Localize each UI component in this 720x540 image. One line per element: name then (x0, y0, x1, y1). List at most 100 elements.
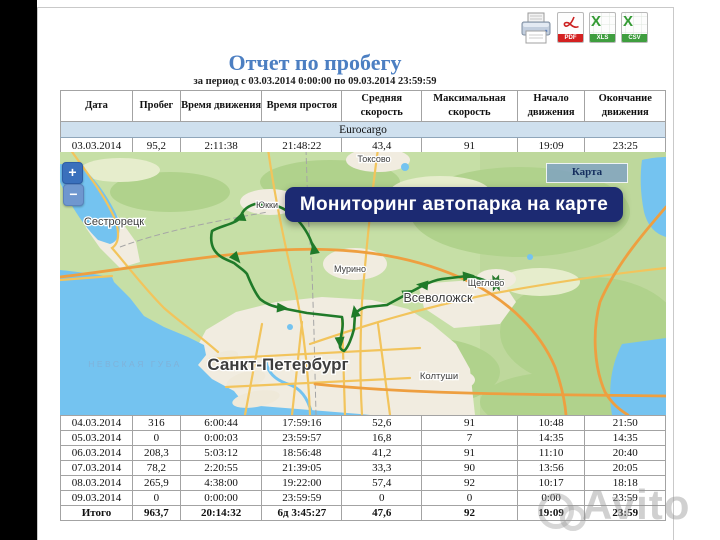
watermark-circle-small (560, 505, 586, 531)
table-row: 04.03.2014 316 6:00:44 17:59:16 52,6 91 10:48 2… (60, 415, 666, 431)
table-cell: 20:05 (584, 460, 666, 476)
table-cell: 10:48 (516, 415, 586, 431)
export-pdf-button[interactable]: PDF (557, 12, 584, 43)
table-row: 05.03.2014 0 0:00:03 23:59:57 16,8 7 14:35 14:3… (60, 430, 666, 446)
table-cell: 0 (421, 490, 518, 506)
col-end: Окончание движения (584, 90, 666, 122)
table-cell: Итого (60, 505, 133, 521)
table-cell: 5:03:12 (179, 445, 263, 461)
col-avg-speed: Средняя скорость (341, 90, 423, 122)
table-cell: 17:59:16 (261, 415, 343, 431)
csv-label: CSV (622, 34, 647, 42)
table-cell: 316 (131, 415, 181, 431)
table-cell: 208,3 (131, 445, 181, 461)
page-title: Отчет по пробегу (228, 50, 402, 75)
fleet-map[interactable]: Сестрорецк Юкки Токсово Мурино Всеволожс… (60, 152, 666, 415)
table-cell: 265,9 (131, 475, 181, 491)
col-start: Начало движения (516, 90, 586, 122)
col-mileage: Пробег (131, 90, 181, 122)
table-cell: 14:35 (516, 430, 586, 446)
table-cell: 0 (131, 490, 181, 506)
table-cell: 18:56:48 (261, 445, 343, 461)
table-header-row: Дата Пробег Время движения Время простоя… (60, 90, 666, 122)
table-cell: 43,4 (341, 137, 423, 154)
table-row: 07.03.2014 78,2 2:20:55 21:39:05 33,3 90 13:56… (60, 460, 666, 476)
table-cell: 20:40 (584, 445, 666, 461)
print-button[interactable] (520, 12, 552, 46)
table-cell: 6д 3:45:27 (261, 505, 343, 521)
table-cell: 21:50 (584, 415, 666, 431)
map-label-scheglovo: Щеглово (468, 278, 505, 288)
col-idle-time: Время простоя (261, 90, 343, 122)
map-label-murino: Мурино (334, 264, 366, 274)
table-cell: 14:35 (584, 430, 666, 446)
table-cell: 13:56 (516, 460, 586, 476)
table-cell: 7 (421, 430, 518, 446)
table-cell: 23:59:59 (261, 490, 343, 506)
map-label-sestroretsk: Сестрорецк (84, 216, 144, 228)
table-cell: 23:59:57 (261, 430, 343, 446)
table-cell: 0 (131, 430, 181, 446)
table-cell: 04.03.2014 (60, 415, 133, 431)
export-toolbar: PDF X XLS X CSV (520, 12, 648, 46)
printer-icon (521, 12, 551, 44)
map-view-button[interactable]: Карта (546, 163, 628, 183)
table-cell: 963,7 (131, 505, 181, 521)
table-row: 06.03.2014 208,3 5:03:12 18:56:48 41,2 91 11:1… (60, 445, 666, 461)
map-zoom-out-button[interactable]: − (63, 184, 84, 206)
xls-label: XLS (590, 34, 615, 42)
left-black-bar (0, 0, 37, 540)
pdf-icon: PDF (557, 12, 584, 43)
table-cell: 05.03.2014 (60, 430, 133, 446)
table-cell: 91 (421, 445, 518, 461)
table-cell: 95,2 (131, 137, 181, 154)
table-cell: 91 (421, 415, 518, 431)
table-cell: 78,2 (131, 460, 181, 476)
table-cell: 57,4 (341, 475, 423, 491)
route-arrows (228, 211, 475, 349)
table-cell: 92 (421, 505, 518, 521)
watermark-text: Avito (582, 481, 691, 528)
pdf-label: PDF (558, 34, 583, 42)
vehicle-group-row: Eurocargo (60, 121, 666, 138)
table-cell: 6:00:44 (179, 415, 263, 431)
vehicle-route (209, 202, 491, 353)
col-date: Дата (60, 90, 133, 122)
export-csv-button[interactable]: X CSV (621, 12, 648, 43)
table-cell: 11:10 (516, 445, 586, 461)
table-cell: 21:39:05 (261, 460, 343, 476)
map-label-neva-bay: НЕВСКАЯ ГУБА (88, 359, 182, 369)
map-label-toksovo: Токсово (357, 154, 390, 164)
table-cell: 2:20:55 (179, 460, 263, 476)
map-label-vsevolozhsk: Всеволожск (403, 291, 473, 305)
col-max-speed: Максимальная скорость (421, 90, 518, 122)
table-row: 08.03.2014 265,9 4:38:00 19:22:00 57,4 92 10:1… (60, 475, 666, 491)
table-cell: 33,3 (341, 460, 423, 476)
monitoring-banner: Мониторинг автопарка на карте (285, 187, 623, 222)
table-cell: 0:00:00 (179, 490, 263, 506)
vehicle-group-label: Eurocargo (60, 121, 666, 138)
mileage-table-header: Дата Пробег Время движения Время простоя… (60, 90, 666, 154)
table-cell: 03.03.2014 (60, 137, 133, 154)
table-cell: 09.03.2014 (60, 490, 133, 506)
table-cell: 08.03.2014 (60, 475, 133, 491)
table-cell: 92 (421, 475, 518, 491)
map-label-koltushi: Колтуши (420, 371, 458, 382)
table-cell: 47,6 (341, 505, 423, 521)
report-period: за период с 03.03.2014 0:00:00 по 09.03.… (193, 76, 437, 87)
map-label-yukki: Юкки (256, 200, 278, 210)
table-cell: 0 (341, 490, 423, 506)
table-cell: 4:38:00 (179, 475, 263, 491)
col-drive-time: Время движения (179, 90, 263, 122)
map-canvas: Сестрорецк Юкки Токсово Мурино Всеволожс… (60, 152, 666, 415)
table-cell: 07.03.2014 (60, 460, 133, 476)
table-cell: 52,6 (341, 415, 423, 431)
table-cell: 06.03.2014 (60, 445, 133, 461)
map-zoom-in-button[interactable]: + (62, 162, 83, 184)
mileage-table-body: 04.03.2014 316 6:00:44 17:59:16 52,6 91 10:48 2… (60, 415, 666, 521)
export-xls-button[interactable]: X XLS (589, 12, 616, 43)
table-cell: 41,2 (341, 445, 423, 461)
avito-watermark: Avito (538, 481, 691, 531)
table-cell: 19:09 (516, 137, 586, 154)
